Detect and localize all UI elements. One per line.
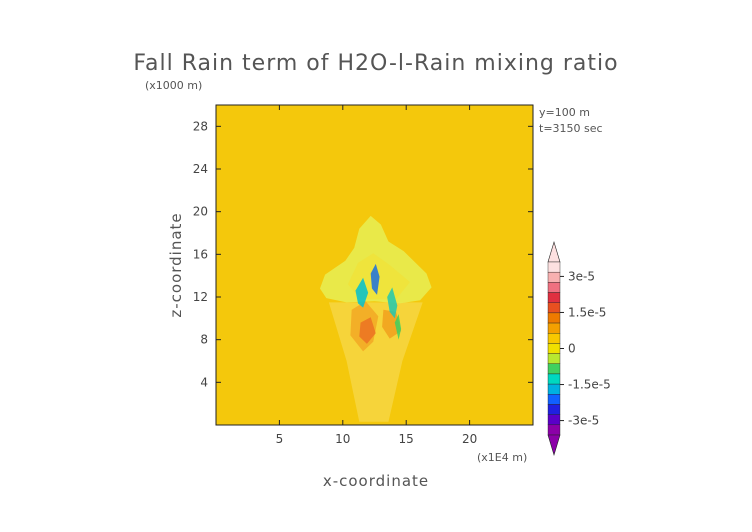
x-unit-label: (x1E4 m) <box>477 451 527 464</box>
y-tick-label: 4 <box>200 375 208 389</box>
y-unit-label: (x1000 m) <box>145 79 202 92</box>
y-axis-ticks: 4 8 12 16 20 24 28 <box>193 119 533 389</box>
annotation-t: t=3150 sec <box>539 122 603 135</box>
x-axis-ticks: 5 10 15 20 <box>276 105 477 446</box>
colorbar-swatch <box>547 282 561 293</box>
x-tick-label: 20 <box>462 432 477 446</box>
colorbar-swatch <box>547 322 561 334</box>
colorbar-swatch <box>547 333 561 344</box>
colorbar-tick-label: 3e-5 <box>568 269 595 283</box>
colorbar-top-triangle <box>547 240 561 263</box>
y-axis-label: z-coordinate <box>167 212 185 317</box>
colorbar-tick-label: -3e-5 <box>568 414 599 428</box>
annotation-y: y=100 m <box>539 106 590 119</box>
y-tick-label: 16 <box>193 247 208 261</box>
colorbar-swatch <box>547 394 561 405</box>
y-tick-label: 24 <box>193 162 208 176</box>
y-tick-label: 28 <box>193 119 208 133</box>
colorbar-swatch <box>547 414 561 426</box>
x-tick-label: 15 <box>399 432 414 446</box>
x-tick-label: 10 <box>335 432 350 446</box>
colorbar-swatch <box>547 271 561 283</box>
colorbar-tick-label: 0 <box>568 342 576 356</box>
colorbar-swatch <box>547 353 561 364</box>
y-tick-label: 8 <box>200 333 208 347</box>
colorbar-swatch <box>547 383 561 395</box>
colorbar-swatch <box>547 373 561 385</box>
colorbar-swatch <box>547 261 561 273</box>
y-tick-label: 12 <box>193 290 208 304</box>
colorbar: 3e-5 1.5e-5 0 -1.5e-5 -3e-5 <box>547 240 611 457</box>
streak-negative <box>355 277 369 308</box>
x-axis-label: x-coordinate <box>323 472 429 490</box>
colorbar-bottom-triangle <box>547 434 561 457</box>
colorbar-swatch <box>547 302 561 314</box>
x-tick-label: 5 <box>276 432 284 446</box>
streak-negative-right <box>387 287 398 319</box>
colorbar-swatch <box>547 363 561 375</box>
streak-small <box>394 314 402 340</box>
plume-field <box>319 215 432 422</box>
y-tick-label: 20 <box>193 205 208 219</box>
colorbar-swatch <box>547 312 561 324</box>
streak-negative-strong <box>370 263 380 295</box>
colorbar-tick-label: 1.5e-5 <box>568 305 606 319</box>
core-strong <box>359 317 376 344</box>
core-positive-right <box>382 309 402 339</box>
colorbar-tick-label: -1.5e-5 <box>568 378 611 392</box>
colorbar-swatch <box>547 292 561 303</box>
colorbar-swatch <box>547 404 561 415</box>
colorbar-swatch <box>547 343 561 354</box>
chart-title: Fall Rain term of H2O-l-Rain mixing rati… <box>133 51 618 76</box>
plot-frame <box>215 104 534 426</box>
colorbar-swatch <box>547 424 561 436</box>
